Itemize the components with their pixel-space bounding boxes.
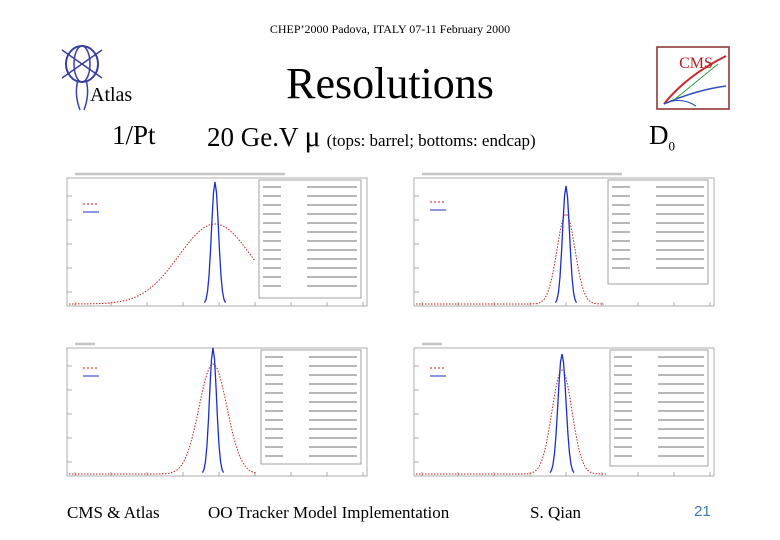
stats-box: [260, 349, 362, 465]
plot-frame: [66, 347, 368, 477]
plot-frame: [413, 347, 715, 477]
stats-box: [258, 179, 362, 299]
subtitle-right-main: D: [649, 120, 669, 150]
footer-left: CMS & Atlas: [67, 503, 160, 522]
cms-logo: CMS: [656, 46, 730, 110]
histogram-endcap-d0: [413, 342, 715, 477]
subtitle-right: D0: [649, 120, 675, 154]
page-number: 21: [694, 503, 711, 520]
mu-symbol: μ: [304, 120, 321, 153]
atlas-label: Atlas: [90, 84, 133, 106]
red-distribution: [69, 223, 256, 305]
footer-author: S. Qian: [530, 503, 581, 522]
plot-frame: [66, 177, 368, 307]
blue-distribution: [554, 185, 578, 303]
atlas-logo: [61, 45, 103, 111]
red-distribution: [69, 363, 258, 475]
red-distribution: [416, 369, 606, 475]
blue-distribution: [203, 181, 227, 303]
footer-middle: OO Tracker Model Implementation: [208, 503, 450, 522]
subtitle-middle-note: (tops: barrel; bottoms: endcap): [326, 131, 536, 150]
blue-distribution: [201, 347, 225, 473]
subtitle-middle: 20 Ge.V μ (tops: barrel; bottoms: endcap): [207, 120, 536, 154]
subtitle-right-sub: 0: [668, 138, 676, 154]
cms-logo-text: CMS: [679, 55, 713, 72]
stats-box: [609, 349, 709, 467]
blue-distribution: [549, 353, 575, 474]
histogram-barrel-inverse-pt: [66, 172, 368, 307]
plot-frame: [413, 177, 715, 307]
histogram-endcap-inverse-pt: [66, 342, 368, 477]
slide-title: Resolutions: [286, 59, 494, 108]
conference-header: CHEP’2000 Padova, ITALY 07-11 February 2…: [269, 22, 511, 36]
red-distribution: [416, 213, 604, 305]
histogram-barrel-d0: [413, 172, 715, 307]
subtitle-middle-main: 20 Ge.V: [207, 122, 299, 152]
subtitle-left: 1/Pt: [112, 120, 156, 150]
